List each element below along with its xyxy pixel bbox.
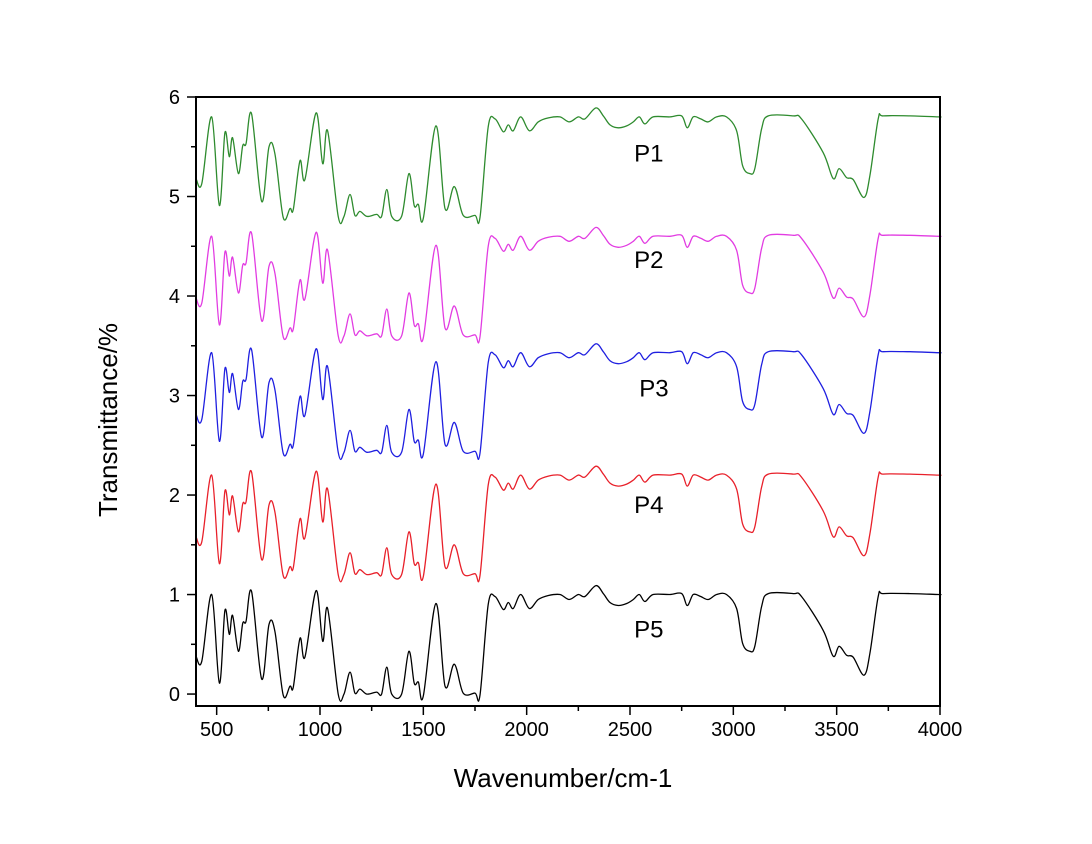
y-tick-label: 5 [169,187,180,209]
x-tick-label: 2500 [608,719,653,741]
series-line-p4 [195,465,942,583]
series-label-p3: P3 [639,376,668,403]
y-axis: 0 1 2 3 4 5 6 [169,87,196,706]
series-line-p2 [195,226,942,344]
series-line-p5 [195,584,942,702]
x-tick-label: 4000 [918,719,963,741]
series-label-p5: P5 [634,616,663,643]
series-line-p3 [195,343,942,461]
x-axis: 500 1000 1500 2000 2500 3000 3500 4000 [200,706,962,741]
x-tick-label: 3000 [711,719,756,741]
y-axis-title: Transmittance/% [93,323,123,517]
series-line-p1 [195,107,942,225]
series-label-p2: P2 [634,247,663,274]
x-tick-label: 1500 [401,719,446,741]
y-tick-label: 4 [169,286,180,308]
series-labels: P1 P2 P3 P4 P5 [634,141,669,644]
series-label-p4: P4 [634,492,663,519]
y-tick-label: 3 [169,386,180,408]
x-tick-label: 3500 [814,719,859,741]
series-lines [195,107,942,702]
x-tick-label: 500 [200,719,233,741]
y-tick-label: 2 [169,485,180,507]
y-tick-label: 6 [169,87,180,109]
y-tick-label: 0 [169,684,180,706]
x-axis-title: Wavenumber/cm-1 [454,763,673,793]
x-tick-label: 1000 [298,719,343,741]
x-tick-label: 2000 [504,719,549,741]
y-tick-label: 1 [169,585,180,607]
plot-frame [195,96,941,707]
series-label-p1: P1 [634,141,663,168]
